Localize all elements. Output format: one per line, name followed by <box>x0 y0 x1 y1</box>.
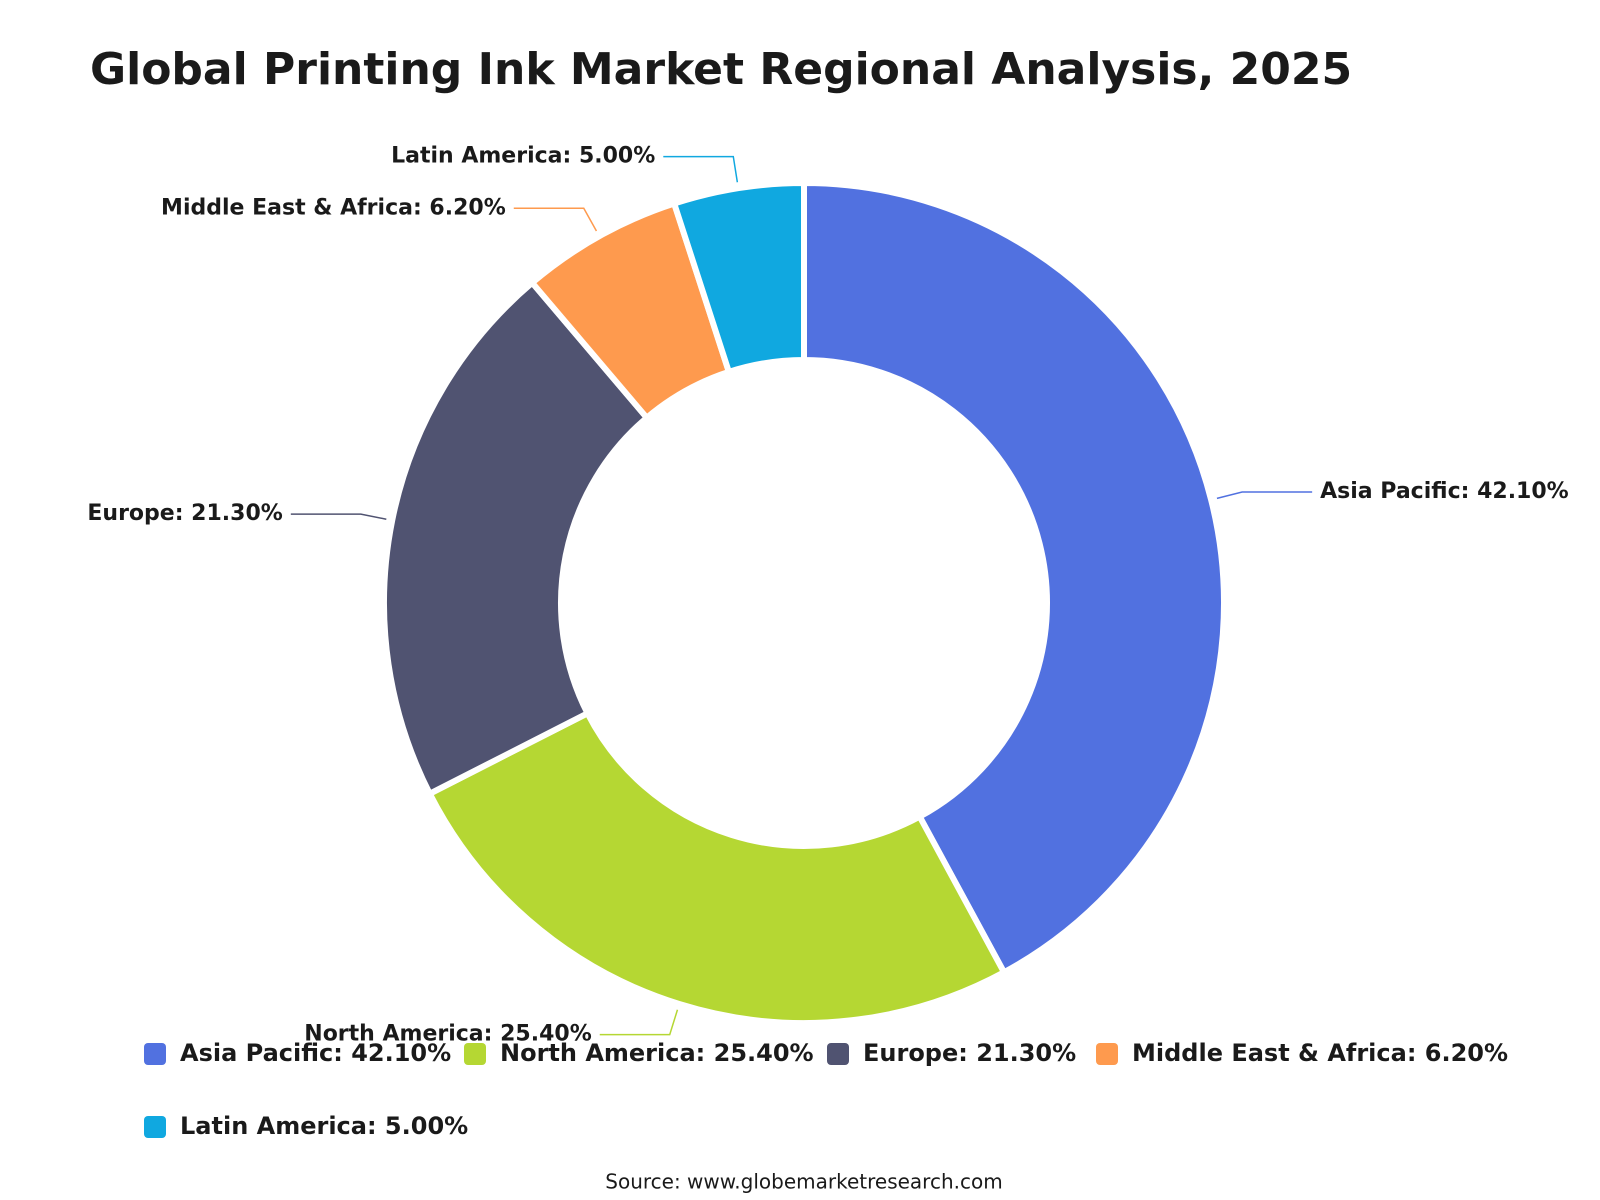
legend-swatch <box>827 1043 849 1065</box>
legend-label: Europe: 21.30% <box>863 1039 1076 1067</box>
leader-line <box>1216 491 1313 500</box>
legend-label: Asia Pacific: 42.10% <box>180 1039 451 1067</box>
leader-line <box>513 207 598 232</box>
legend-swatch <box>464 1043 486 1065</box>
data-label: Europe: 21.30% <box>87 501 282 526</box>
data-label: North America: 25.40% <box>304 1022 591 1047</box>
legend-swatch <box>144 1116 166 1138</box>
legend-swatch <box>144 1043 166 1065</box>
donut-slice <box>426 710 1008 1026</box>
source-note: Source: www.globemarketresearch.com <box>605 1170 1002 1194</box>
donut-slice <box>671 180 807 375</box>
legend-swatch <box>1096 1043 1118 1065</box>
legend-label: North America: 25.40% <box>500 1039 814 1067</box>
chart-title: Global Printing Ink Market Regional Anal… <box>90 44 1352 95</box>
data-label: Asia Pacific: 42.10% <box>1320 479 1569 504</box>
donut-slice <box>381 279 650 797</box>
legend-label: Latin America: 5.00% <box>180 1112 468 1140</box>
leader-line <box>290 513 387 520</box>
leader-line <box>599 1009 679 1036</box>
donut-slice <box>801 180 1227 976</box>
data-label: Middle East & Africa: 6.20% <box>161 195 506 220</box>
legend-label: Middle East & Africa: 6.20% <box>1132 1039 1508 1067</box>
data-label: Latin America: 5.00% <box>391 144 655 169</box>
leader-line <box>663 155 739 183</box>
